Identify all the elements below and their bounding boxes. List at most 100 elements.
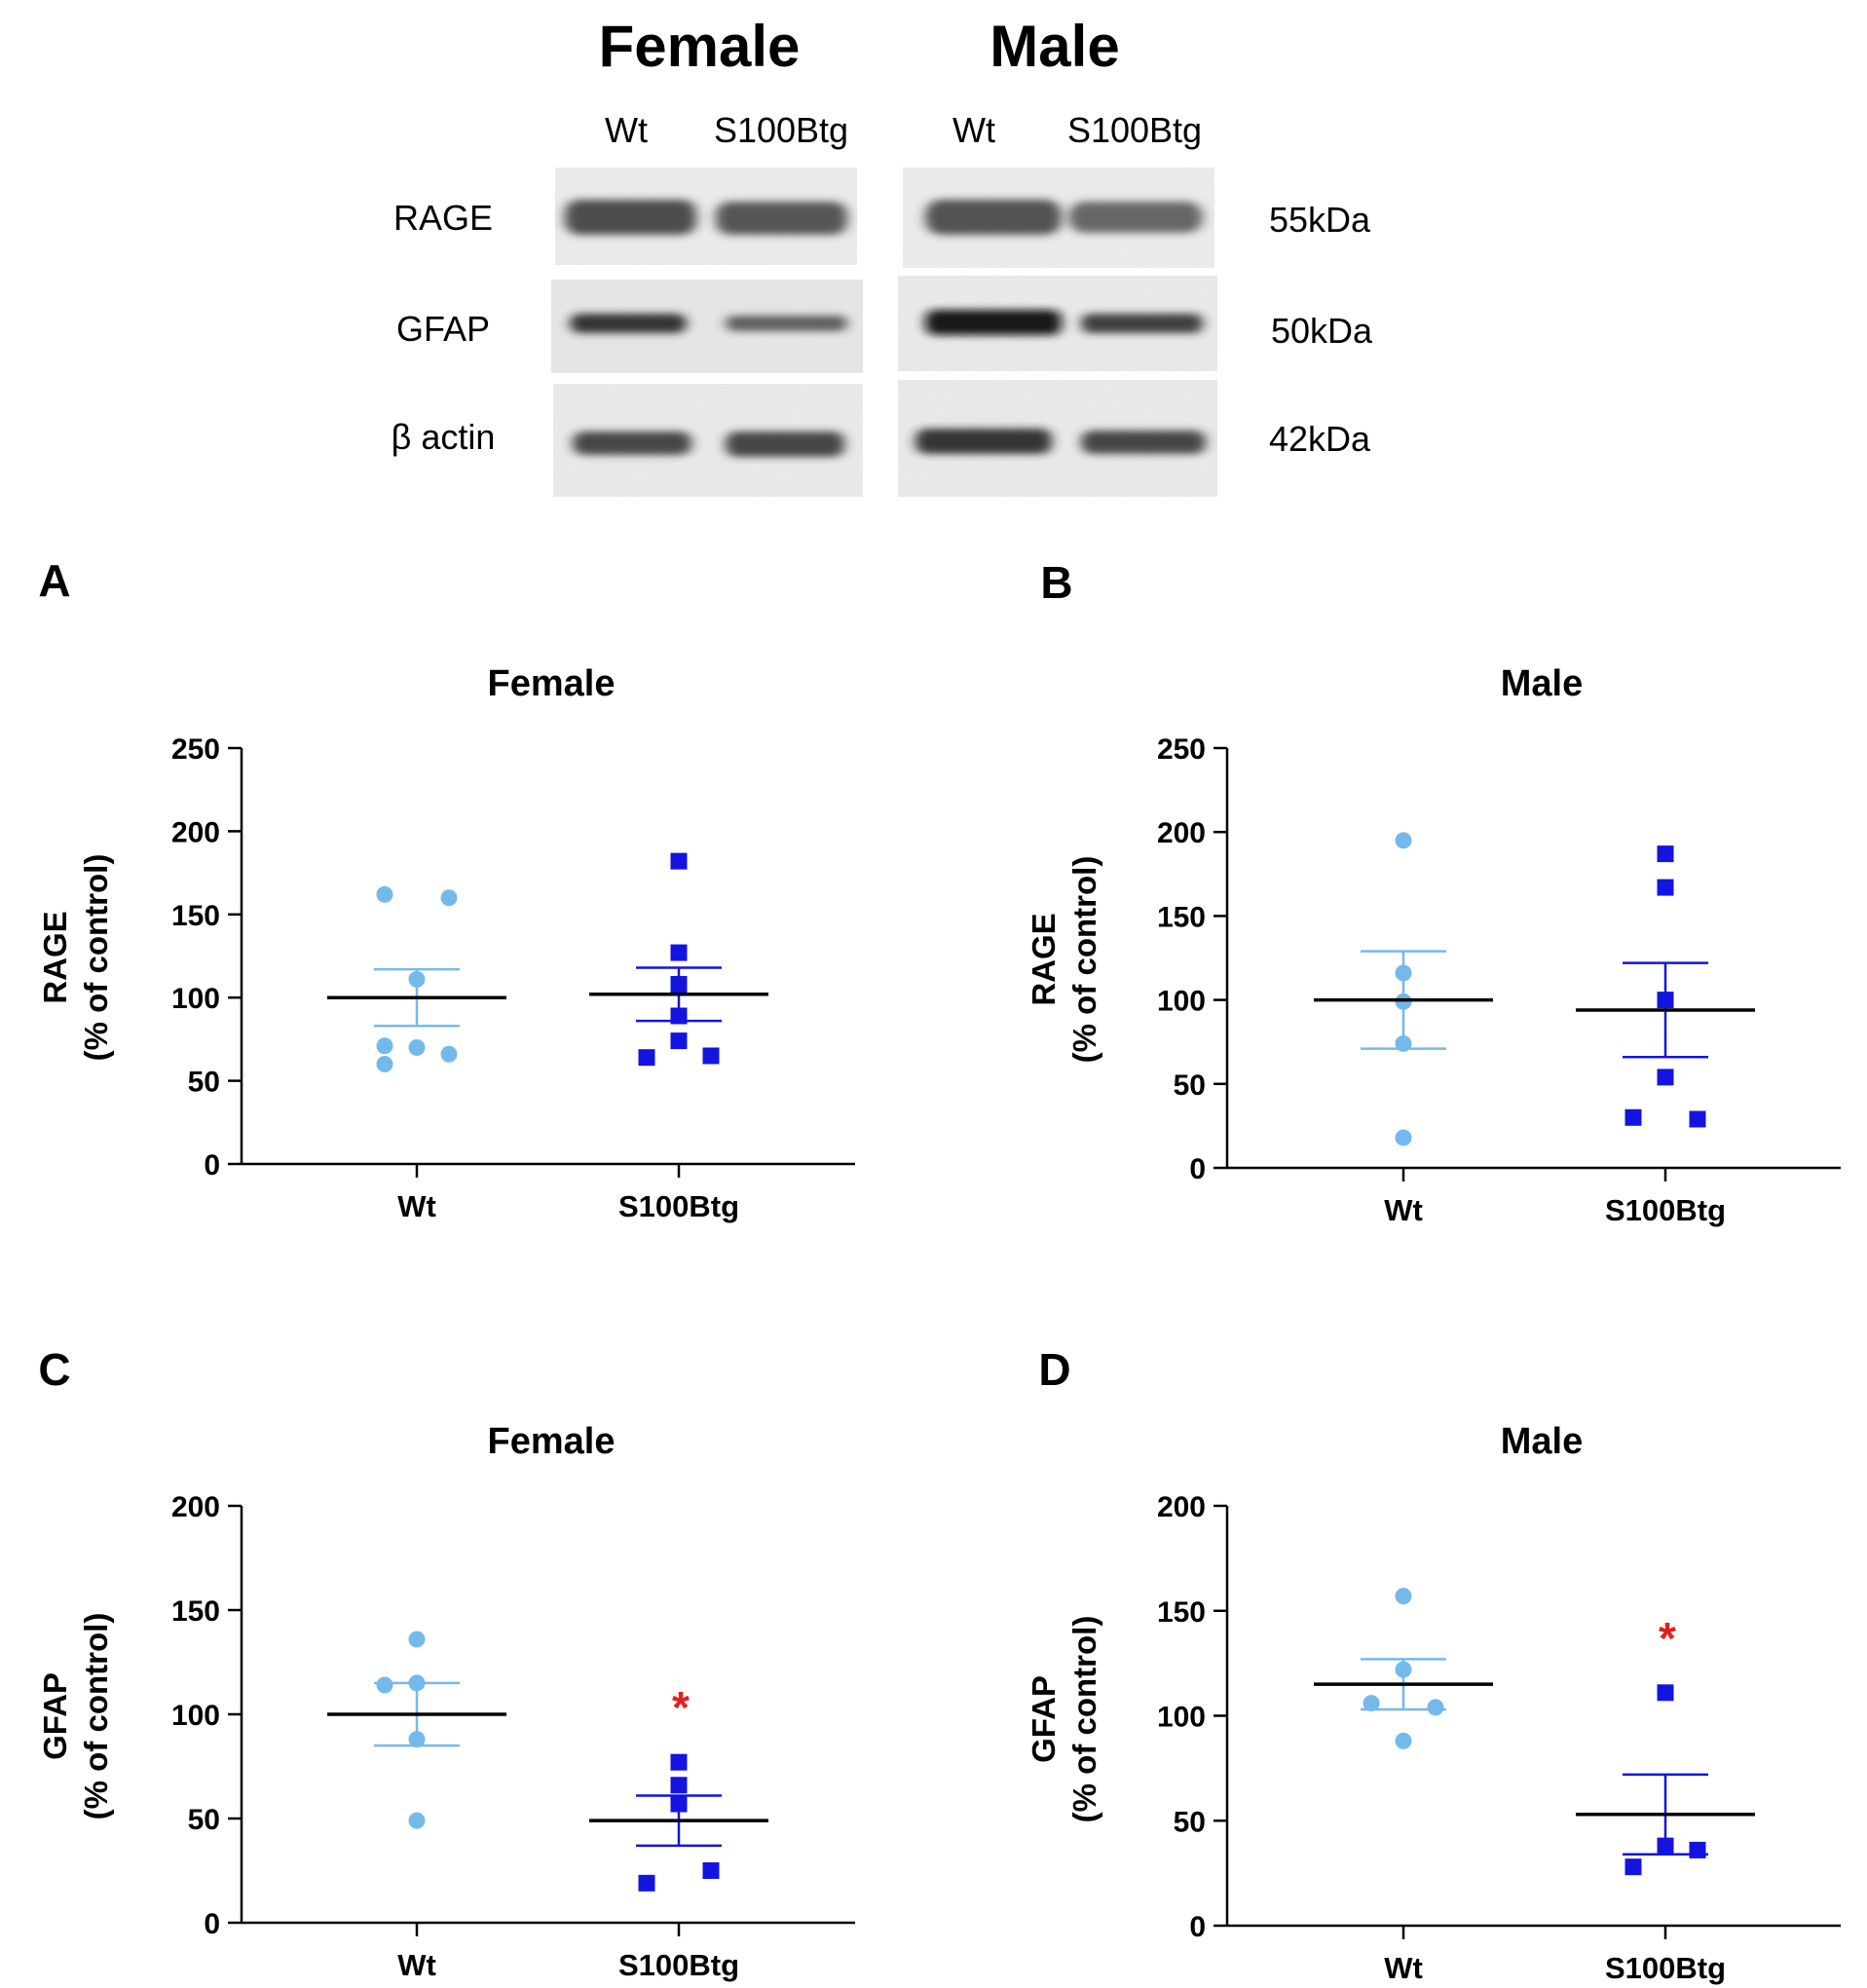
chart-panel-d: D Male GFAP (% of control) 0 50 100 150 200 W… (1026, 1344, 1841, 1985)
y-axis-label-line1: GFAP (37, 1672, 73, 1760)
data-point-s100btg (1657, 879, 1674, 896)
plot-area: 0 50 100 150 200 Wt S100Btg * (1157, 1491, 1841, 1985)
chart-title: Male (1501, 1421, 1583, 1462)
y-tick-label: 250 (1157, 733, 1206, 766)
x-tick-label: S100Btg (618, 1189, 739, 1223)
data-point-s100btg (670, 944, 688, 961)
y-tick-label: 50 (1174, 1806, 1206, 1838)
panel-letter: C (38, 1344, 70, 1395)
data-point-wt (376, 1056, 393, 1073)
y-tick-label: 100 (1157, 986, 1206, 1018)
y-tick-label: 0 (204, 1908, 220, 1940)
y-tick-label: 200 (1157, 1491, 1206, 1523)
y-tick-label: 200 (171, 1491, 220, 1523)
x-tick-label: S100Btg (618, 1948, 739, 1982)
data-point-s100btg (702, 1862, 720, 1879)
data-point-s100btg (1689, 1110, 1706, 1128)
y-tick-label: 100 (1157, 1702, 1206, 1734)
chart-panel-c: C Female GFAP (% of control) 0 50 100 150 20… (37, 1344, 855, 1982)
y-tick-label: 200 (171, 816, 220, 848)
y-tick-label: 150 (171, 900, 220, 932)
data-point-s100btg (1657, 845, 1674, 863)
chart-title: Female (488, 1421, 616, 1462)
data-point-wt (376, 1037, 393, 1055)
y-tick-label: 250 (171, 733, 220, 766)
blot-band-beta-actin-female-s100btg (726, 431, 844, 457)
data-point-wt (1363, 1695, 1380, 1712)
significance-asterisk: * (672, 1682, 690, 1733)
chart-title: Male (1501, 663, 1583, 704)
y-axis-label-line2: (% of control) (78, 1613, 114, 1820)
data-point-wt (408, 1731, 426, 1748)
blot-row-label-rage: RAGE (393, 198, 493, 238)
plot-area: 0 50 100 150 200 250 Wt S100Btg (171, 733, 855, 1223)
blot-lane-label-female-s100btg: S100Btg (714, 110, 848, 150)
blot-group-title-male: Male (990, 14, 1119, 79)
x-tick-label: S100Btg (1605, 1951, 1726, 1985)
y-tick-label: 50 (1174, 1069, 1206, 1102)
panel-letter: B (1040, 557, 1072, 608)
western-blot: Female Male Wt S100Btg Wt S100Btg RAGE G… (392, 14, 1373, 497)
data-point-s100btg (1657, 1837, 1674, 1855)
x-tick-label: Wt (1384, 1951, 1423, 1985)
x-tick-label: Wt (1384, 1193, 1423, 1227)
data-point-wt (408, 1631, 426, 1648)
data-point-s100btg (670, 976, 688, 994)
data-point-wt (1395, 1129, 1412, 1146)
blot-band-beta-actin-male-wt (915, 429, 1052, 454)
y-axis-label-line2: (% of control) (1066, 856, 1102, 1064)
data-point-s100btg (670, 1777, 688, 1794)
y-tick-label: 50 (188, 1804, 220, 1836)
data-point-wt (408, 970, 426, 988)
blot-size-label-beta-actin: 42kDa (1269, 419, 1371, 459)
data-point-wt (1395, 1588, 1412, 1605)
blot-lane-label-male-s100btg: S100Btg (1067, 110, 1202, 150)
blot-row-label-beta-actin: β actin (392, 417, 496, 457)
y-tick-label: 150 (171, 1595, 220, 1628)
plot-area: 0 50 100 150 200 Wt S100Btg * (171, 1491, 855, 1982)
panel-letter: D (1038, 1344, 1070, 1395)
x-tick-label: S100Btg (1605, 1193, 1726, 1227)
data-point-s100btg (1624, 1108, 1642, 1126)
data-point-s100btg (638, 1874, 655, 1892)
blot-row-label-gfap: GFAP (396, 309, 490, 349)
blot-strip-gfap-female (551, 280, 863, 373)
blot-strip-rage-male (903, 168, 1214, 268)
y-tick-label: 200 (1157, 817, 1206, 849)
blot-band-rage-male-s100btg (1068, 202, 1203, 233)
y-tick-label: 0 (204, 1149, 220, 1182)
panel-letter: A (38, 555, 70, 606)
data-point-wt (1395, 832, 1412, 849)
data-point-wt (1395, 964, 1412, 982)
data-point-wt (408, 1812, 426, 1829)
data-point-wt (376, 885, 393, 903)
data-point-wt (1395, 1034, 1412, 1052)
data-point-wt (1427, 1699, 1444, 1716)
y-axis-label-line2: (% of control) (1066, 1616, 1102, 1823)
blot-strip-beta-actin-male (898, 380, 1217, 497)
data-point-s100btg (702, 1047, 720, 1065)
chart-panel-b: B Male RAGE (% of control) 0 50 100 150 200 2… (1026, 557, 1841, 1227)
data-point-wt (440, 1045, 458, 1063)
data-point-s100btg (670, 1007, 688, 1025)
blot-band-beta-actin-male-s100btg (1081, 431, 1206, 454)
y-tick-label: 50 (188, 1067, 220, 1099)
x-tick-label: Wt (397, 1189, 436, 1223)
blot-group-title-female: Female (599, 14, 801, 79)
blot-band-rage-male-wt (925, 200, 1062, 235)
y-tick-label: 0 (1189, 1911, 1206, 1943)
blot-size-label-rage: 55kDa (1269, 200, 1371, 240)
data-point-s100btg (1624, 1858, 1642, 1876)
data-point-s100btg (1657, 992, 1674, 1009)
chart-panel-a: A Female RAGE (% of control) 0 50 100 150 20… (37, 555, 855, 1223)
data-point-s100btg (670, 852, 688, 870)
significance-asterisk: * (1659, 1613, 1676, 1664)
blot-band-gfap-male-s100btg (1081, 314, 1203, 333)
data-point-s100btg (638, 1049, 655, 1067)
y-axis-label-line1: GFAP (1026, 1675, 1062, 1763)
blot-band-gfap-male-wt (925, 310, 1062, 335)
y-tick-label: 100 (171, 1700, 220, 1732)
y-tick-label: 150 (1157, 901, 1206, 933)
blot-strip-gfap-male (898, 276, 1217, 371)
data-point-s100btg (1657, 1069, 1674, 1086)
